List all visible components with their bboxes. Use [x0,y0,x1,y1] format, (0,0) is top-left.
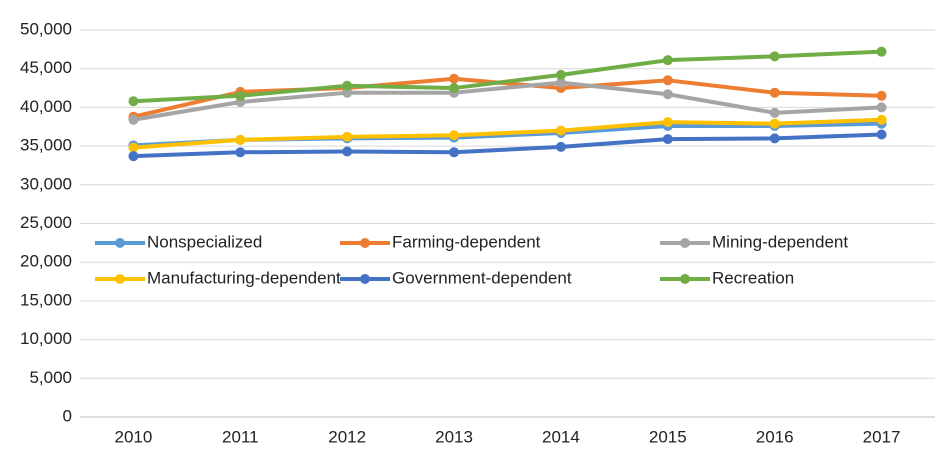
data-point [342,80,353,91]
data-point [555,77,566,88]
data-point [128,151,139,162]
data-point [342,146,353,157]
data-point [662,134,673,145]
legend-label: Government-dependent [392,268,572,287]
legend-marker [680,274,690,284]
data-point [662,117,673,128]
legend-label: Nonspecialized [147,232,262,251]
data-point [449,83,460,94]
legend-marker [680,238,690,248]
x-tick-label: 2010 [115,427,153,446]
legend-marker [360,238,370,248]
data-point [876,46,887,57]
data-point [769,51,780,62]
y-tick-label: 30,000 [20,174,72,193]
x-tick-label: 2015 [649,427,687,446]
data-point [555,125,566,136]
legend-label: Mining-dependent [712,232,848,251]
data-point [235,90,246,101]
data-point [662,75,673,86]
data-point [449,147,460,158]
y-tick-label: 20,000 [20,252,72,271]
series-line [133,132,882,159]
data-point [555,141,566,152]
data-point [128,96,139,107]
x-tick-label: 2013 [435,427,473,446]
y-tick-label: 35,000 [20,136,72,155]
data-point [555,69,566,80]
legend-marker [360,274,370,284]
series-line [133,49,882,104]
data-point [769,133,780,144]
data-point [449,130,460,141]
data-point [662,89,673,100]
data-point [876,90,887,101]
y-tick-label: 0 [63,406,72,425]
y-tick-label: 45,000 [20,58,72,77]
data-point [128,114,139,125]
x-tick-label: 2017 [863,427,901,446]
y-tick-label: 10,000 [20,329,72,348]
y-tick-label: 25,000 [20,213,72,232]
legend-marker [115,274,125,284]
data-point [128,142,139,153]
x-tick-label: 2016 [756,427,794,446]
x-tick-label: 2011 [222,427,259,446]
data-point [449,73,460,84]
data-point [662,55,673,66]
legend-label: Farming-dependent [392,232,541,251]
legend-label: Manufacturing-dependent [147,268,341,287]
data-point [876,114,887,125]
y-tick-label: 5,000 [29,368,72,387]
legend-marker [115,238,125,248]
x-tick-label: 2014 [542,427,580,446]
data-point [342,87,353,98]
y-tick-label: 40,000 [20,97,72,116]
series-line [133,80,882,122]
y-tick-label: 15,000 [20,290,72,309]
legend-label: Recreation [712,268,794,287]
data-point [876,102,887,113]
data-point [769,118,780,129]
data-point [235,134,246,145]
data-point [769,87,780,98]
data-point [769,107,780,118]
data-point [342,131,353,142]
y-tick-label: 50,000 [20,19,72,38]
data-point [235,147,246,158]
data-point [876,129,887,140]
series-line [133,117,882,150]
x-tick-label: 2012 [328,427,366,446]
